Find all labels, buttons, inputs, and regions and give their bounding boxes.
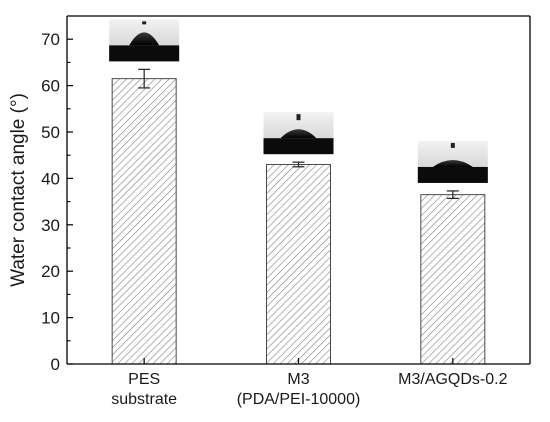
inset-needle bbox=[296, 114, 301, 121]
bar bbox=[420, 194, 486, 365]
inset-needle bbox=[142, 21, 147, 25]
x-category-label-line: substrate bbox=[111, 391, 177, 408]
inset-droplet bbox=[129, 32, 160, 46]
inset-substrate bbox=[109, 45, 180, 62]
y-tick-label: 30 bbox=[41, 216, 60, 235]
y-tick-label: 70 bbox=[41, 30, 60, 49]
y-tick-label: 40 bbox=[41, 169, 60, 188]
bar bbox=[111, 78, 177, 365]
inset-droplet bbox=[432, 159, 473, 167]
inset-substrate bbox=[263, 138, 334, 155]
x-category-label-line: M3/AGQDs-0.2 bbox=[398, 371, 507, 388]
droplet-inset bbox=[109, 19, 180, 62]
x-category-label: M3/AGQDs-0.2 bbox=[398, 371, 507, 388]
inset-needle bbox=[450, 142, 455, 148]
y-tick-label: 10 bbox=[41, 309, 60, 328]
inset-substrate bbox=[417, 166, 488, 183]
y-tick-label: 20 bbox=[41, 262, 60, 281]
y-axis-title: Water contact angle (°) bbox=[8, 93, 29, 287]
x-category-label-line: M3 bbox=[287, 371, 309, 388]
x-category-label-line: (PDA/PEI-10000) bbox=[237, 391, 361, 408]
inset-droplet bbox=[280, 129, 317, 139]
y-tick-label: 60 bbox=[41, 77, 60, 96]
x-category-label: PES substrate bbox=[111, 371, 177, 408]
droplet-inset bbox=[417, 140, 488, 183]
x-category-label-line: PES bbox=[128, 371, 160, 388]
y-tick-label: 50 bbox=[41, 123, 60, 142]
y-tick-label: 0 bbox=[51, 355, 60, 374]
x-category-label: M3 (PDA/PEI-10000) bbox=[237, 371, 361, 408]
droplet-inset bbox=[263, 112, 334, 155]
bar bbox=[266, 163, 331, 365]
